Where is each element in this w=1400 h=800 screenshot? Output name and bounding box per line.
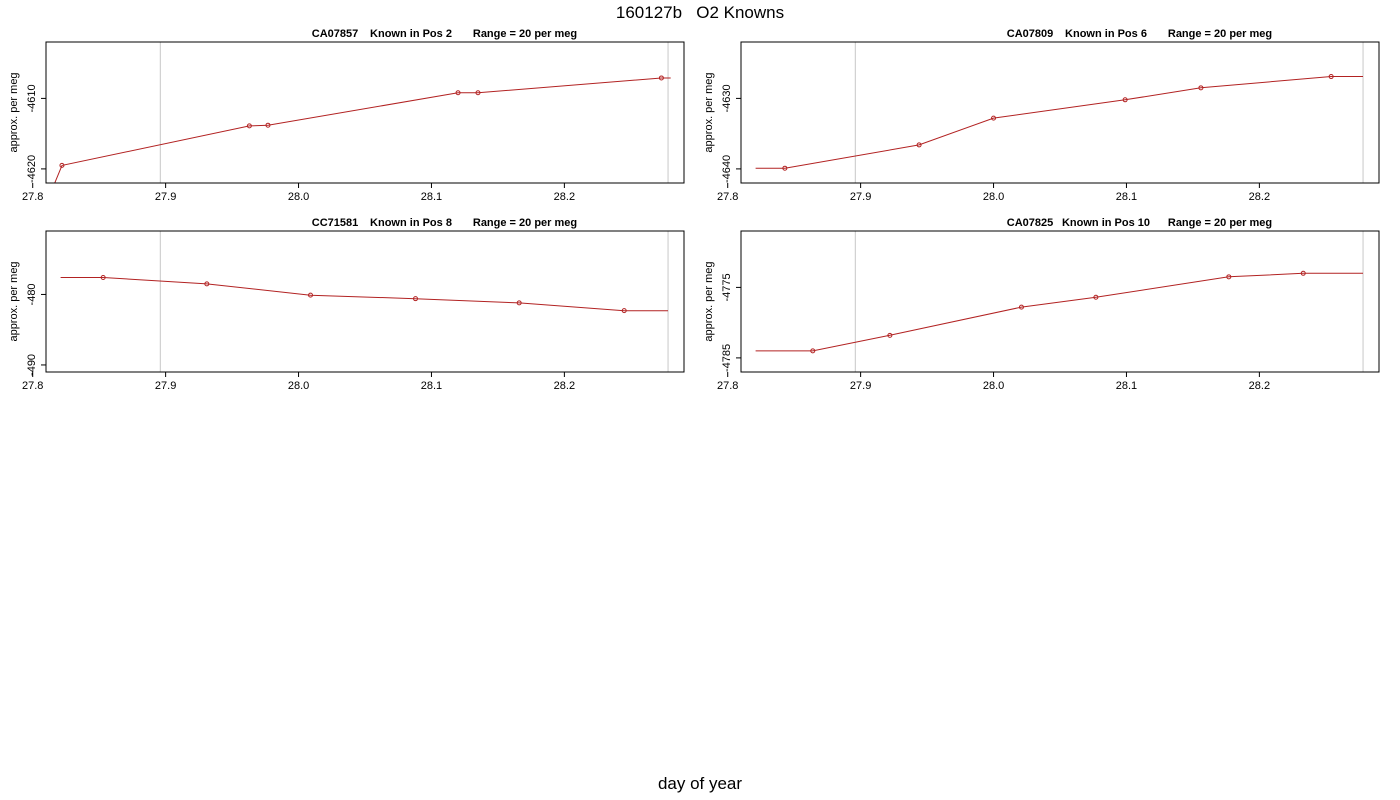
- x-tick-label: 28.2: [1249, 191, 1270, 203]
- chart-panel-1: 27.8 27.9 28.0 28.1 28.2 -4620 -4610 approx. pe…: [8, 28, 685, 203]
- panel-title-part: Range = 20 per meg: [473, 28, 577, 40]
- data-point: [1122, 97, 1128, 103]
- y-tick-label: -4775: [721, 273, 733, 301]
- panel-title-part: Range = 20 per meg: [1168, 217, 1272, 229]
- y-tick-label: -4640: [721, 155, 733, 183]
- y-axis-label: approx. per meg: [8, 261, 20, 341]
- series-line: [60, 277, 668, 312]
- panel-title-part: Known in Pos 2: [370, 28, 452, 40]
- plot-frame: [740, 230, 1380, 373]
- y-tick-label: -490: [26, 354, 38, 376]
- data-point: [916, 142, 922, 148]
- y-tick-label: -4610: [26, 84, 38, 112]
- x-tick-label: 27.9: [155, 380, 176, 392]
- data-point: [887, 332, 893, 338]
- y-tick-label: -480: [26, 283, 38, 305]
- x-tick-label: 28.0: [288, 380, 309, 392]
- data-point: [782, 165, 788, 171]
- chart-panel-3: 27.8 27.9 28.0 28.1 28.2 -490 -480 approx. per …: [8, 217, 685, 392]
- figure-title: 160127b O2 Knowns: [615, 3, 785, 22]
- x-tick-label: 27.8: [717, 191, 738, 203]
- data-point: [100, 275, 106, 281]
- data-point: [1018, 304, 1024, 310]
- y-axis-label: approx. per meg: [703, 261, 715, 341]
- data-point: [621, 308, 627, 314]
- x-tick-label: 28.0: [288, 191, 309, 203]
- data-point: [413, 296, 419, 302]
- series-line: [54, 77, 671, 183]
- x-tick-label: 28.2: [554, 380, 575, 392]
- data-point: [1198, 85, 1204, 91]
- x-tick-label: 27.9: [155, 191, 176, 203]
- series-line: [755, 76, 1363, 169]
- data-point: [265, 122, 271, 128]
- y-tick-label: -4630: [721, 84, 733, 112]
- chart-panel-4: 27.8 27.9 28.0 28.1 28.2 -4785 -4775 approx. pe…: [703, 217, 1380, 392]
- data-point: [308, 292, 314, 298]
- panel-title-part: CA07857: [312, 28, 358, 40]
- x-tick-label: 28.1: [1116, 380, 1137, 392]
- data-point: [991, 115, 997, 121]
- panel-title-part: CA07825: [1007, 217, 1053, 229]
- panel-title-part: Known in Pos 8: [370, 217, 452, 229]
- x-tick-label: 27.9: [850, 380, 871, 392]
- data-point: [516, 300, 522, 306]
- data-point: [59, 162, 65, 168]
- x-tick-label: 27.8: [22, 380, 43, 392]
- data-point: [475, 90, 481, 96]
- data-point: [246, 123, 252, 129]
- data-point: [1226, 274, 1232, 280]
- x-tick-label: 28.0: [983, 380, 1004, 392]
- y-tick-label: -4620: [26, 155, 38, 183]
- plot-frame: [45, 41, 685, 184]
- panel-title-part: Known in Pos 6: [1065, 28, 1147, 40]
- plot-frame: [45, 230, 685, 373]
- y-axis-label: approx. per meg: [8, 72, 20, 152]
- x-tick-label: 27.8: [717, 380, 738, 392]
- data-point: [658, 75, 664, 81]
- x-tick-label: 28.1: [421, 191, 442, 203]
- panel-title-part: Range = 20 per meg: [473, 217, 577, 229]
- data-point: [1328, 74, 1334, 80]
- data-point: [455, 90, 461, 96]
- panel-title-part: CA07809: [1007, 28, 1053, 40]
- x-tick-label: 27.9: [850, 191, 871, 203]
- data-point: [204, 281, 210, 287]
- x-tick-label: 28.2: [554, 191, 575, 203]
- series-line: [755, 272, 1363, 352]
- y-axis-label: approx. per meg: [703, 72, 715, 152]
- figure-x-axis-label: day of year: [657, 774, 743, 793]
- data-point: [1093, 294, 1099, 300]
- panel-title-part: Known in Pos 10: [1062, 217, 1150, 229]
- panel-title-part: Range = 20 per meg: [1168, 28, 1272, 40]
- x-tick-label: 28.1: [421, 380, 442, 392]
- x-tick-label: 28.1: [1116, 191, 1137, 203]
- x-tick-label: 28.0: [983, 191, 1004, 203]
- panel-title-part: CC71581: [312, 217, 358, 229]
- data-point: [810, 348, 816, 354]
- chart-panel-2: 27.8 27.9 28.0 28.1 28.2 -4640 -4630 approx. pe…: [703, 28, 1380, 203]
- x-tick-label: 28.2: [1249, 380, 1270, 392]
- plot-frame: [740, 41, 1380, 184]
- y-tick-label: -4785: [721, 344, 733, 372]
- x-tick-label: 27.8: [22, 191, 43, 203]
- data-point: [1300, 270, 1306, 276]
